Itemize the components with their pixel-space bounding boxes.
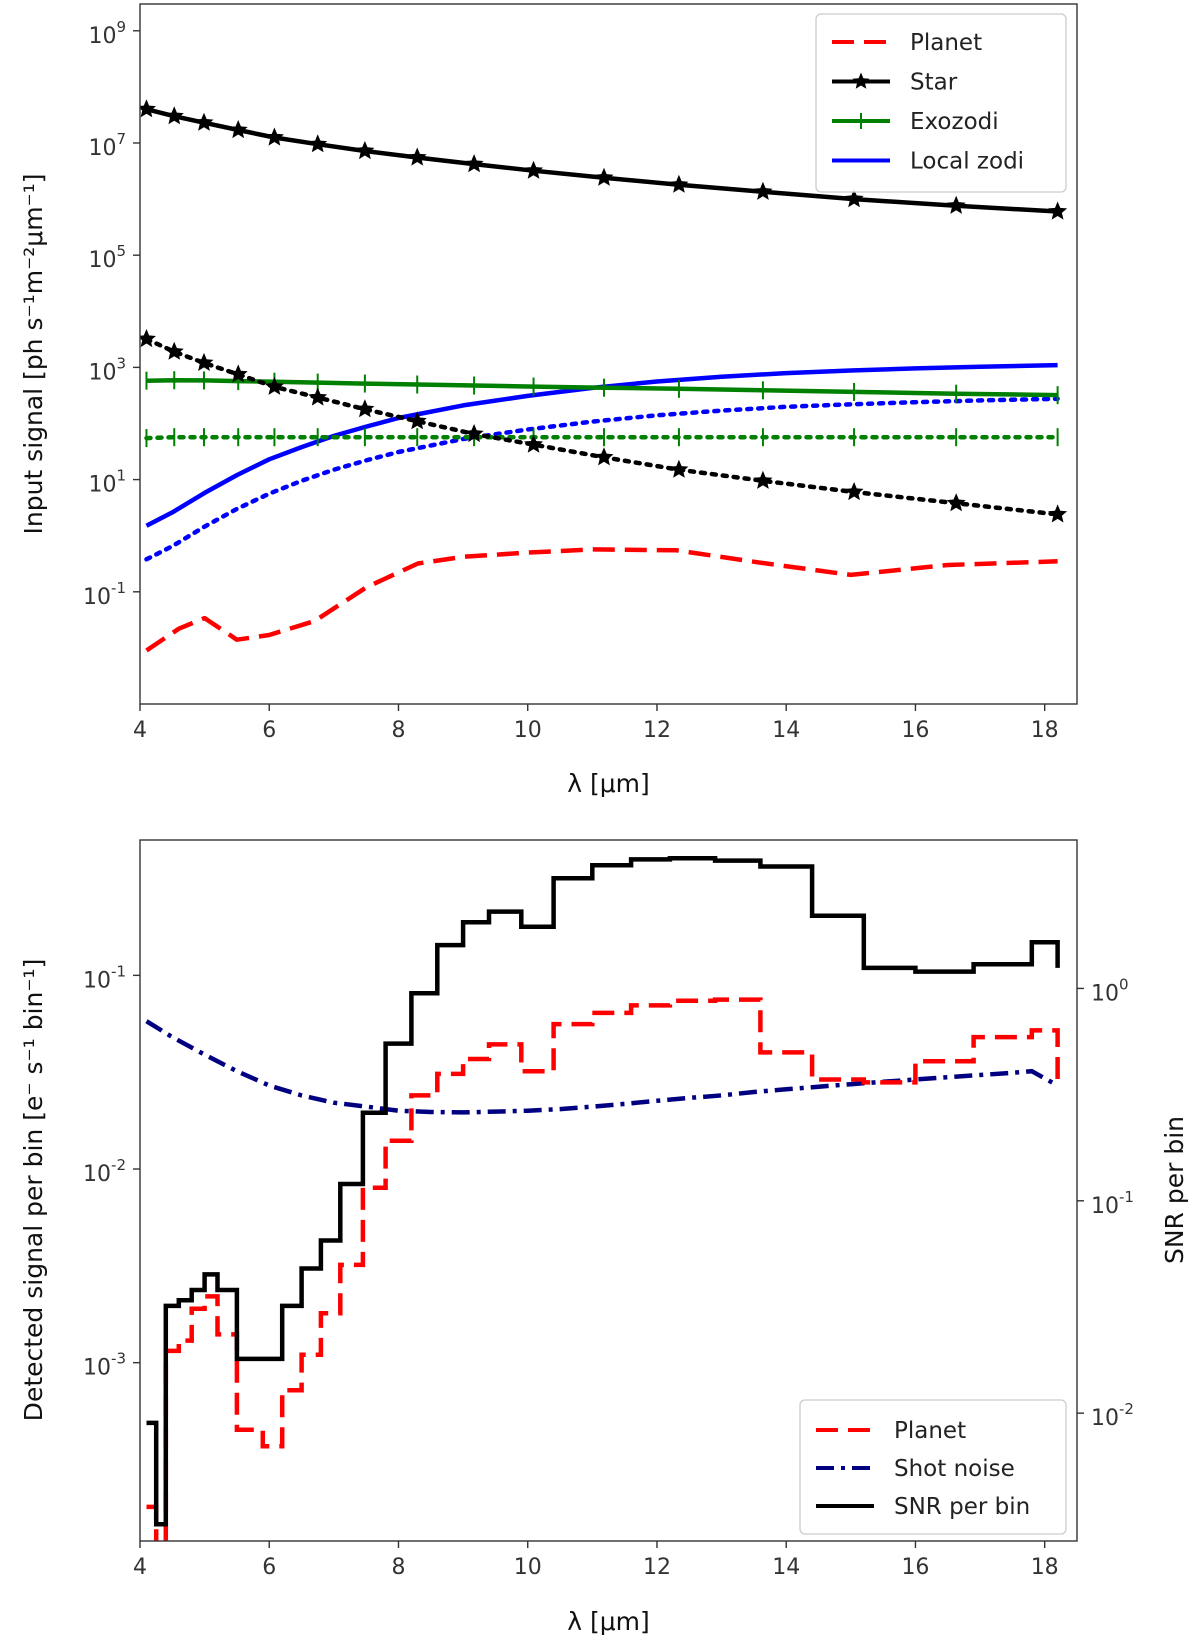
top-star-marker — [407, 411, 427, 430]
top-star-marker — [594, 167, 614, 186]
top-star-marker — [308, 387, 328, 406]
bottom-legend: Planet Shot noise SNR per bin — [799, 1399, 1067, 1535]
top-star-marker — [753, 181, 773, 200]
top-star-marker — [194, 352, 214, 371]
bottom-x-axis: 4 6 8 10 12 14 16 18 — [133, 1541, 1059, 1580]
top-star-marker — [844, 482, 864, 501]
top-x-tick-label: 18 — [1031, 718, 1059, 743]
bottom-y-axis-right: 10-2 10-1 100 — [1077, 975, 1134, 1431]
top-x-tick-label: 16 — [901, 718, 929, 743]
top-star-marker — [355, 141, 375, 160]
top-x-tick-label: 14 — [772, 718, 800, 743]
top-series-planet-line — [145, 547, 1058, 653]
top-star-marker — [355, 399, 375, 418]
top-star-marker — [669, 174, 689, 193]
bottom-x-axis-label: λ [μm] — [567, 1607, 650, 1636]
top-legend-label: Local zodi — [910, 149, 1024, 175]
bottom-series-planet-line — [146, 997, 1060, 1541]
top-star-marker — [753, 470, 773, 489]
top-star-marker — [594, 447, 614, 466]
bottom-y-axis-left: 10-3 10-2 10-1 — [83, 962, 140, 1381]
top-star-marker — [464, 424, 484, 443]
bottom-x-tick-label: 4 — [133, 1555, 147, 1580]
top-series-star-line — [145, 107, 1058, 214]
bottom-legend-label: Planet — [894, 1418, 966, 1444]
top-y-axis: 10-1 101 103 105 107 109 — [83, 18, 140, 610]
top-star-marker — [946, 493, 966, 512]
top-chart: 4 6 8 10 12 14 16 18 10-1 101 103 105 107 109 λ [μm]… — [19, 3, 1078, 798]
top-x-tick-label: 8 — [391, 718, 405, 743]
bottom-y-tick-label: 10-2 — [83, 1156, 126, 1187]
top-star-marker — [140, 99, 156, 118]
top-y-axis-label: Input signal [ph s⁻¹m⁻²μm⁻¹] — [19, 173, 48, 534]
bottom-legend-label: SNR per bin — [894, 1494, 1030, 1520]
top-x-axis-label: λ [μm] — [567, 769, 650, 798]
top-series-local-zodi-line — [145, 362, 1058, 528]
top-star-marker — [264, 127, 284, 146]
bottom-x-tick-label: 12 — [643, 1555, 671, 1580]
top-star-marker — [164, 106, 184, 125]
top-star-marker — [140, 329, 156, 348]
top-x-axis: 4 6 8 10 12 14 16 18 — [133, 704, 1059, 743]
top-star-marker — [194, 112, 214, 131]
top-star-marker — [946, 195, 966, 214]
top-y-tick-label: 107 — [88, 130, 126, 161]
top-legend-label: Star — [910, 70, 958, 96]
bottom-x-tick-label: 16 — [901, 1555, 929, 1580]
bottom-y-right-tick-label: 10-1 — [1091, 1188, 1134, 1219]
top-y-tick-label: 109 — [88, 18, 126, 49]
top-star-marker — [464, 154, 484, 173]
bottom-legend-label: Shot noise — [894, 1456, 1015, 1482]
top-legend: Planet Star Exozodi Local zodi — [815, 13, 1067, 193]
bottom-y-tick-label: 10-3 — [83, 1350, 126, 1381]
bottom-x-tick-label: 18 — [1031, 1555, 1059, 1580]
top-star-marker — [1048, 504, 1068, 523]
bottom-y-right-tick-label: 100 — [1091, 975, 1129, 1006]
top-x-tick-label: 4 — [133, 718, 147, 743]
top-star-marker — [228, 364, 248, 383]
top-y-tick-label: 101 — [88, 467, 126, 498]
bottom-y-right-tick-label: 10-2 — [1091, 1400, 1134, 1431]
bottom-series-shot-noise-line — [145, 1019, 1059, 1115]
top-axes-frame — [139, 3, 1078, 705]
top-star-marker — [524, 160, 544, 179]
bottom-series-snr-line — [146, 856, 1060, 1527]
bottom-x-tick-label: 14 — [772, 1555, 800, 1580]
bottom-y-axis-right-label: SNR per bin — [1160, 1116, 1189, 1264]
bottom-legend-box — [799, 1399, 1067, 1535]
top-star-marker — [308, 134, 328, 153]
bottom-axes-frame — [139, 839, 1078, 1542]
top-star-marker — [164, 341, 184, 360]
top-series-star-dotted-line — [144, 336, 1060, 517]
bottom-x-tick-label: 10 — [514, 1555, 542, 1580]
top-legend-label: Planet — [910, 30, 982, 56]
top-legend-label: Exozodi — [910, 109, 999, 135]
bottom-plot-area — [145, 856, 1060, 1541]
top-star-marker — [407, 147, 427, 166]
top-plot-area — [140, 99, 1068, 653]
bottom-x-tick-label: 6 — [262, 1555, 276, 1580]
top-series-exozodi-dotted-line — [144, 434, 1060, 441]
top-y-tick-label: 10-1 — [83, 579, 126, 610]
top-legend-box — [815, 13, 1067, 193]
bottom-y-tick-label: 10-1 — [83, 962, 126, 993]
top-star-marker — [1048, 201, 1068, 220]
top-star-marker — [524, 434, 544, 453]
top-y-tick-label: 103 — [88, 354, 126, 385]
bottom-x-tick-label: 8 — [391, 1555, 405, 1580]
top-star-marker — [844, 189, 864, 208]
bottom-chart: 4 6 8 10 12 14 16 18 10-3 10-2 10-1 10-2 10-1 100 λ… — [19, 839, 1189, 1636]
top-x-tick-label: 6 — [262, 718, 276, 743]
top-star-marker — [228, 120, 248, 139]
top-series-exozodi-line — [146, 377, 1058, 398]
top-star-marker — [669, 459, 689, 478]
top-series-local-zodi-dotted-line — [144, 396, 1060, 562]
top-x-tick-label: 12 — [643, 718, 671, 743]
top-y-tick-label: 105 — [88, 242, 126, 273]
top-star-marker — [264, 376, 284, 395]
bottom-y-axis-label: Detected signal per bin [e⁻ s⁻¹ bin⁻¹] — [19, 959, 48, 1422]
top-legend-marker — [852, 72, 870, 89]
top-x-tick-label: 10 — [514, 718, 542, 743]
